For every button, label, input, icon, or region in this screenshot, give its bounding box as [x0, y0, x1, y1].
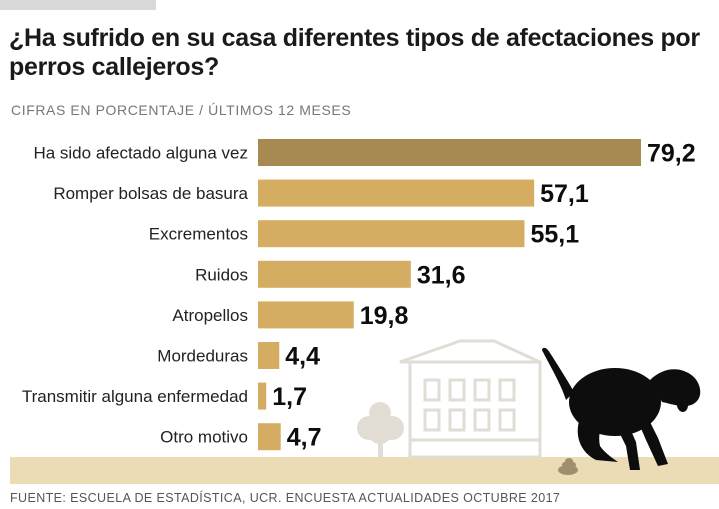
- category-label: Ha sido afectado alguna vez: [33, 144, 248, 163]
- category-label: Excrementos: [149, 225, 248, 244]
- tree-illustration: [357, 402, 404, 458]
- house-illustration: [399, 339, 542, 459]
- value-label: 57,1: [540, 180, 589, 208]
- category-label: Mordeduras: [157, 347, 248, 366]
- bar: [258, 260, 411, 288]
- bar: [258, 139, 641, 166]
- value-label: 1,7: [272, 383, 307, 411]
- category-label: Transmitir alguna enfermedad: [22, 387, 248, 406]
- bar: [258, 220, 525, 248]
- category-label: Otro motivo: [160, 428, 248, 447]
- value-label: 19,8: [360, 302, 409, 330]
- bar: [258, 301, 354, 329]
- source-note: FUENTE: ESCUELA DE ESTADÍSTICA, UCR. ENC…: [10, 491, 561, 505]
- category-label: Ruidos: [195, 265, 248, 284]
- bar: [258, 342, 280, 369]
- category-label: Atropellos: [172, 306, 248, 325]
- value-label: 31,6: [417, 261, 466, 289]
- value-label: 4,7: [287, 424, 322, 452]
- value-label: 79,2: [647, 140, 696, 168]
- top-accent-bar: [0, 0, 156, 10]
- bar: [258, 423, 281, 451]
- bar: [258, 382, 267, 410]
- category-label: Romper bolsas de basura: [53, 184, 248, 203]
- chart-subtitle: CIFRAS EN PORCENTAJE / ÚLTIMOS 12 MESES: [11, 102, 352, 118]
- value-label: 55,1: [530, 221, 579, 249]
- bar: [258, 179, 535, 207]
- value-label: 4,4: [285, 343, 320, 371]
- dropping-icon: [558, 458, 578, 475]
- chart-title: ¿Ha sufrido en su casa diferentes tipos …: [9, 24, 700, 81]
- ground-strip: [10, 457, 719, 484]
- dog-illustration: [542, 347, 701, 470]
